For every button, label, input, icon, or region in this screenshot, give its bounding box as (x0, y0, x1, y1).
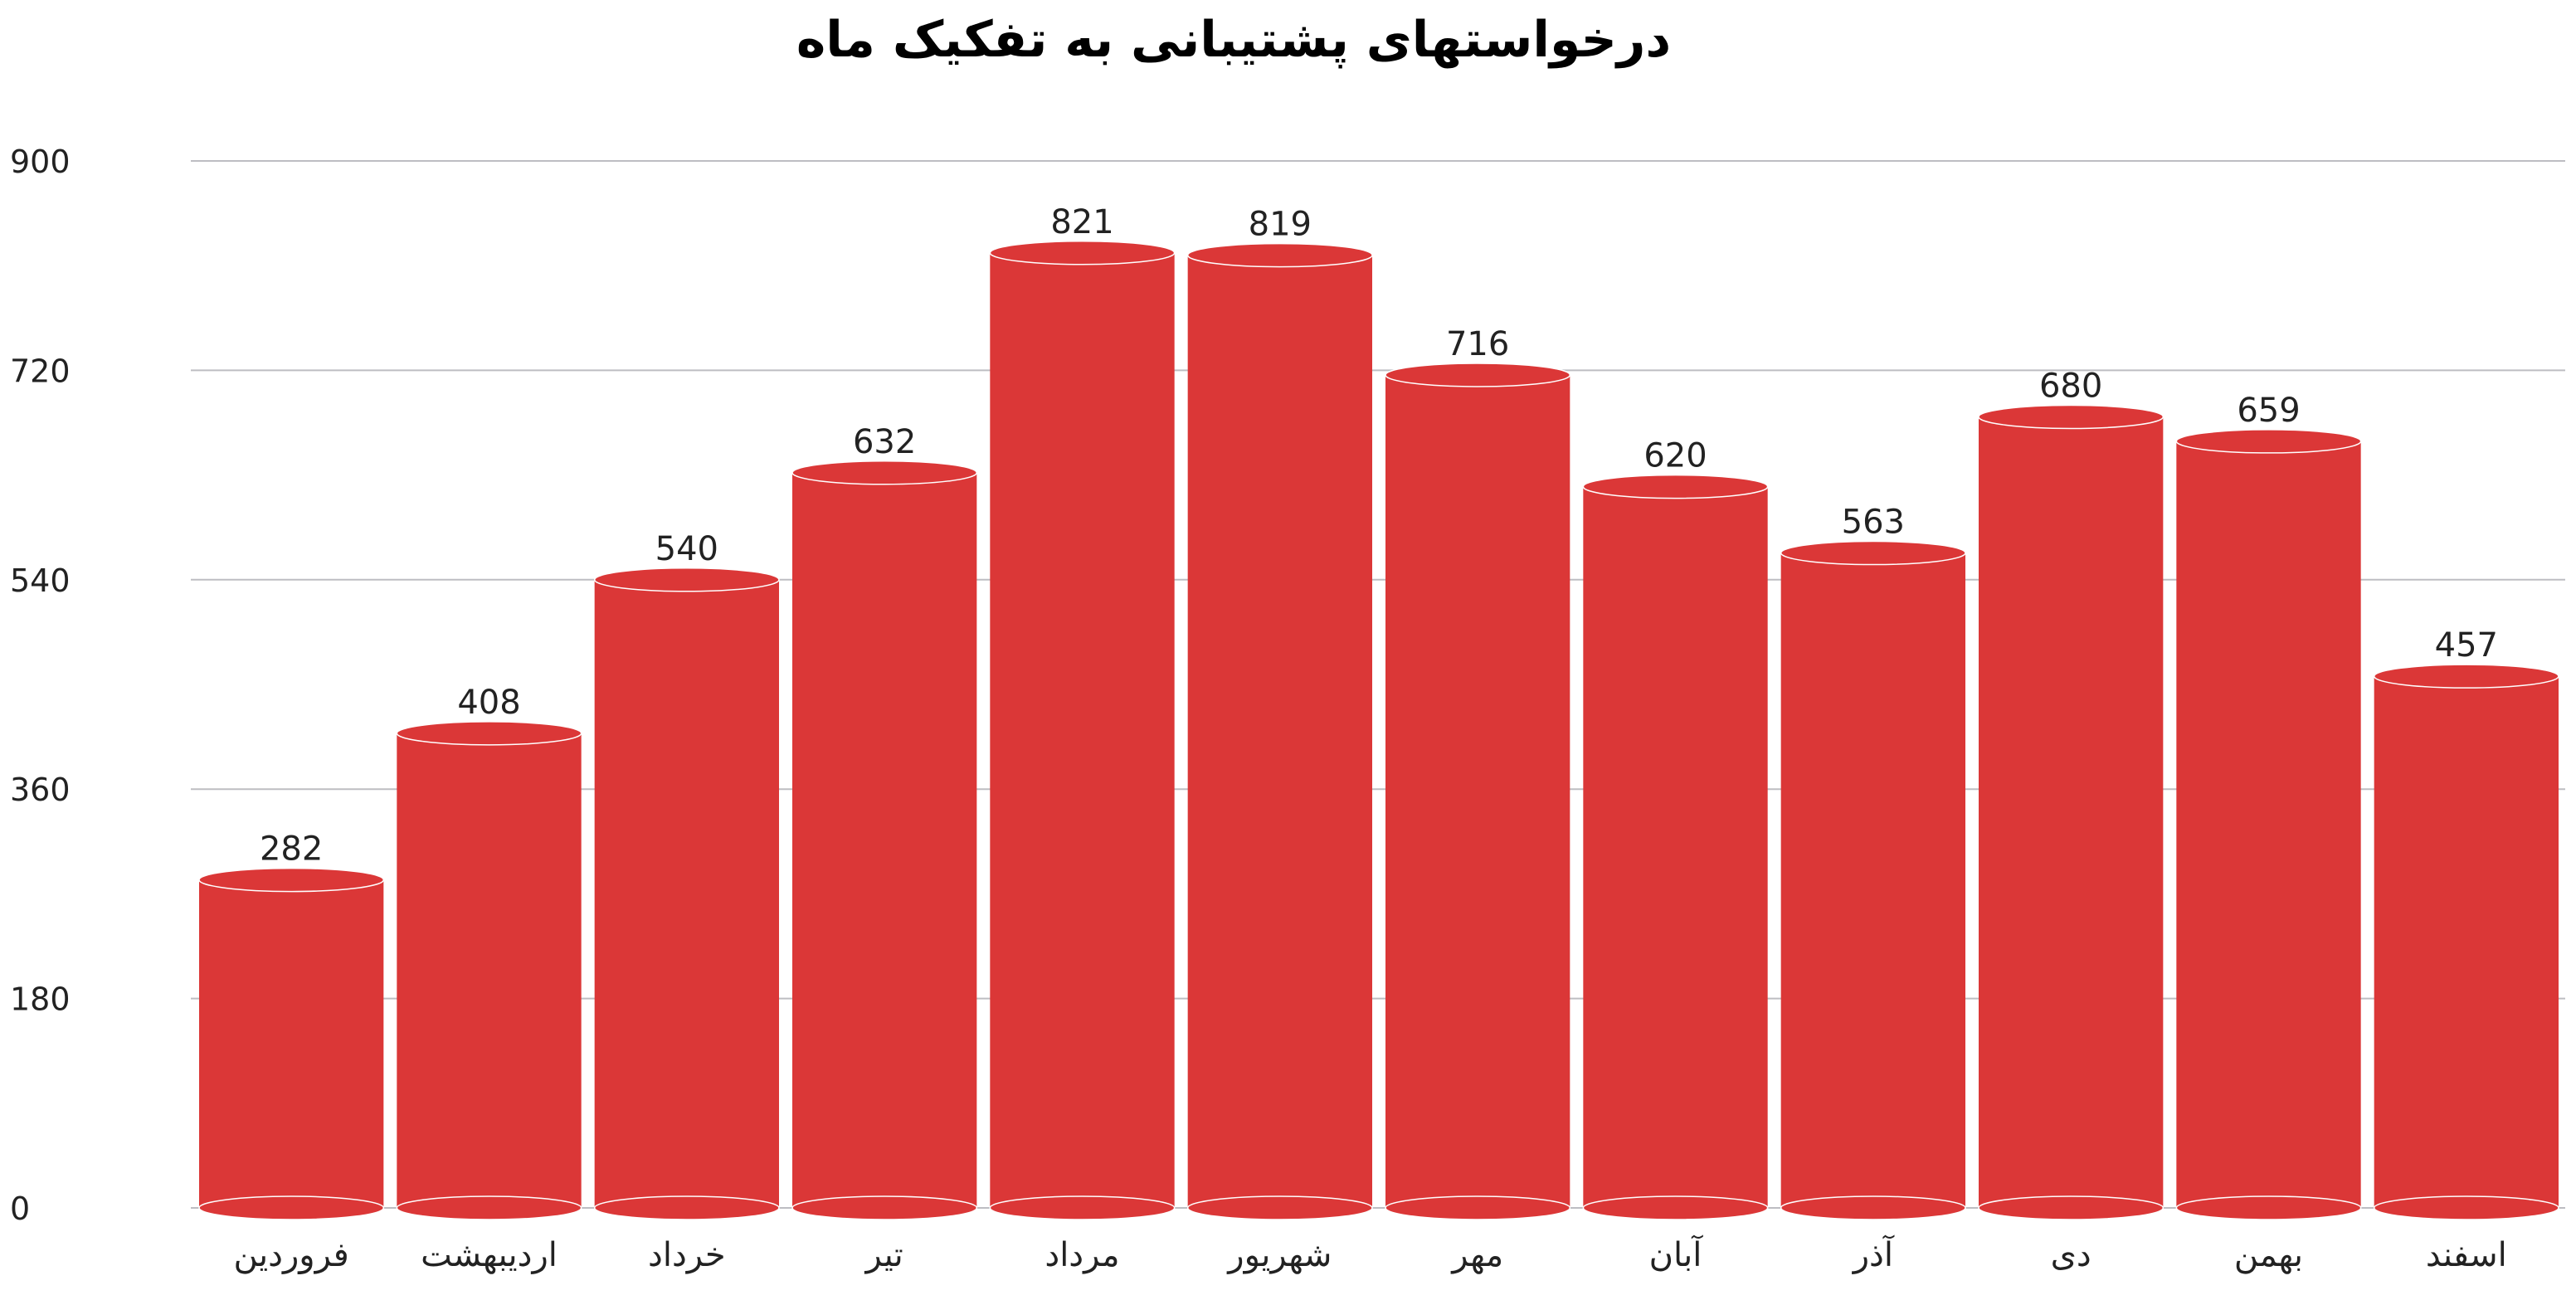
y-axis-ticks: 0 180 360 540 720 900 (10, 144, 71, 1227)
bar-base (2373, 1195, 2559, 1220)
bar-body (594, 579, 779, 1220)
y-tick-label: 720 (10, 353, 71, 389)
bar-top (791, 460, 978, 485)
chart-title: درخواستهای پشتیبانی به تفکیک ماه (796, 11, 1671, 69)
bar (396, 721, 582, 1220)
data-label: 282 (260, 830, 323, 869)
bar-body (1187, 255, 1372, 1220)
bar-top (1385, 363, 1571, 387)
bar (1978, 404, 2165, 1220)
bar-top (1978, 404, 2165, 430)
x-tick-label: تیر (864, 1236, 903, 1274)
bar-base (2175, 1195, 2362, 1220)
bar-base (989, 1195, 1176, 1220)
x-tick-label: خرداد (648, 1236, 726, 1274)
y-tick-label: 180 (10, 981, 71, 1018)
bar-body (792, 472, 977, 1220)
bar (2175, 429, 2362, 1220)
bar-body (1979, 416, 2164, 1220)
bar-body (199, 879, 384, 1220)
bar-body (1583, 486, 1768, 1220)
bar (2373, 664, 2559, 1220)
bar-base (1582, 1195, 1769, 1220)
bar (791, 460, 978, 1220)
x-tick-label: بهمن (2234, 1236, 2303, 1274)
bar-top (2175, 429, 2362, 454)
y-tick-label: 540 (10, 562, 71, 599)
bar (1582, 474, 1769, 1220)
bar-base (1186, 1195, 1373, 1220)
y-tick-label: 360 (10, 772, 71, 808)
data-label: 659 (2237, 392, 2300, 430)
bar (989, 241, 1176, 1220)
x-tick-label: اردیبهشت (421, 1236, 558, 1274)
bar (1780, 540, 1966, 1220)
bar-base (791, 1195, 978, 1220)
bar-top (1186, 242, 1373, 268)
bar-body (990, 252, 1175, 1220)
bar (1186, 242, 1373, 1220)
bar (1385, 363, 1571, 1220)
bar-top (593, 567, 780, 592)
x-tick-label: مرداد (1045, 1236, 1119, 1274)
data-label: 620 (1643, 437, 1707, 475)
bar-base (1780, 1195, 1966, 1220)
x-axis-categories: فروردین اردیبهشت خرداد تیر مرداد شهریور مهر آبا… (234, 1234, 2507, 1274)
bar-top (1780, 540, 1966, 566)
data-label: 680 (2039, 367, 2102, 405)
data-label: 408 (457, 684, 520, 722)
bar (198, 867, 385, 1220)
data-label: 821 (1050, 203, 1113, 241)
x-tick-label: آذر (1852, 1234, 1895, 1274)
data-labels: 282 408 540 632 821 819 716 620 563 680 659 457 (260, 203, 2498, 869)
bar-body (397, 733, 582, 1220)
bar-top (989, 241, 1176, 265)
data-label: 819 (1249, 206, 1312, 244)
bar-base (396, 1195, 582, 1220)
bar-top (1582, 474, 1769, 499)
data-label: 632 (853, 423, 916, 461)
y-tick-label: 0 (10, 1190, 30, 1227)
x-tick-label: مهر (1450, 1236, 1503, 1274)
bar (593, 567, 780, 1220)
data-label: 716 (1446, 325, 1509, 363)
data-label: 563 (1842, 504, 1905, 542)
x-tick-label: فروردین (234, 1236, 349, 1274)
bars (198, 241, 2559, 1220)
bar-top (198, 867, 385, 893)
bar-base (593, 1195, 780, 1220)
bar-base (1385, 1195, 1571, 1220)
x-tick-label: اسفند (2426, 1236, 2507, 1274)
data-label: 540 (655, 530, 718, 568)
bar-body (1780, 553, 1965, 1220)
grid-lines (191, 160, 2565, 1209)
x-tick-label: آبان (1649, 1234, 1704, 1274)
x-tick-label: شهریور (1226, 1236, 1332, 1274)
bar-body (1385, 375, 1570, 1220)
bar-base (198, 1195, 385, 1220)
x-tick-label: دی (2051, 1236, 2091, 1274)
bar-top (2373, 664, 2559, 689)
y-tick-label: 900 (10, 144, 71, 180)
data-label: 457 (2435, 626, 2498, 665)
bar-top (396, 721, 582, 746)
bar-base (1978, 1195, 2165, 1220)
bar-body (2374, 676, 2559, 1220)
bar-body (2176, 441, 2361, 1220)
